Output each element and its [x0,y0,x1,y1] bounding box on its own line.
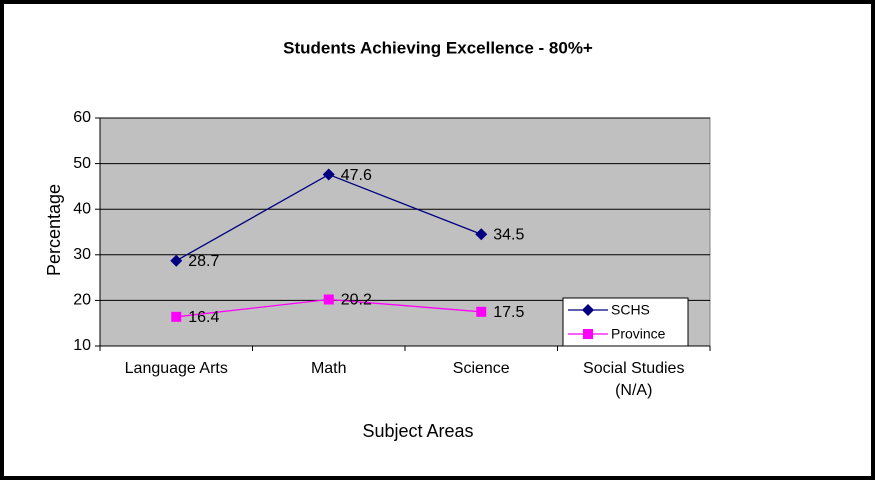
y-tick-label: 20 [73,292,91,309]
data-label: 28.7 [188,253,219,270]
y-tick-label: 50 [73,155,91,172]
x-tick-label: Math [310,360,347,377]
legend-marker [582,304,594,316]
y-tick-label: 30 [73,246,91,263]
data-point [476,306,487,317]
legend-label: Province [611,326,666,342]
chart-title: Students Achieving Excellence - 80%+ [283,38,593,57]
data-label: 20.2 [341,292,372,309]
legend-label: SCHS [611,302,650,318]
data-point [322,168,335,181]
data-label: 17.5 [493,304,524,321]
data-point [323,294,334,305]
data-point [475,228,488,241]
data-label: 34.5 [493,226,524,243]
x-tick-label: Science [452,360,510,377]
x-axis-label: Subject Areas [362,421,473,441]
y-tick-label: 60 [73,109,91,126]
y-axis-label: Percentage [44,184,64,276]
x-tick-label: Social Studies (N/A) [583,360,685,399]
data-label: 47.6 [341,167,372,184]
x-tick-label: Language Arts [124,360,228,377]
data-point [170,254,183,267]
y-tick-label: 40 [73,200,91,217]
legend-marker [583,329,593,339]
data-point [171,311,182,322]
data-label: 16.4 [188,309,219,326]
y-tick-label: 10 [73,337,91,354]
